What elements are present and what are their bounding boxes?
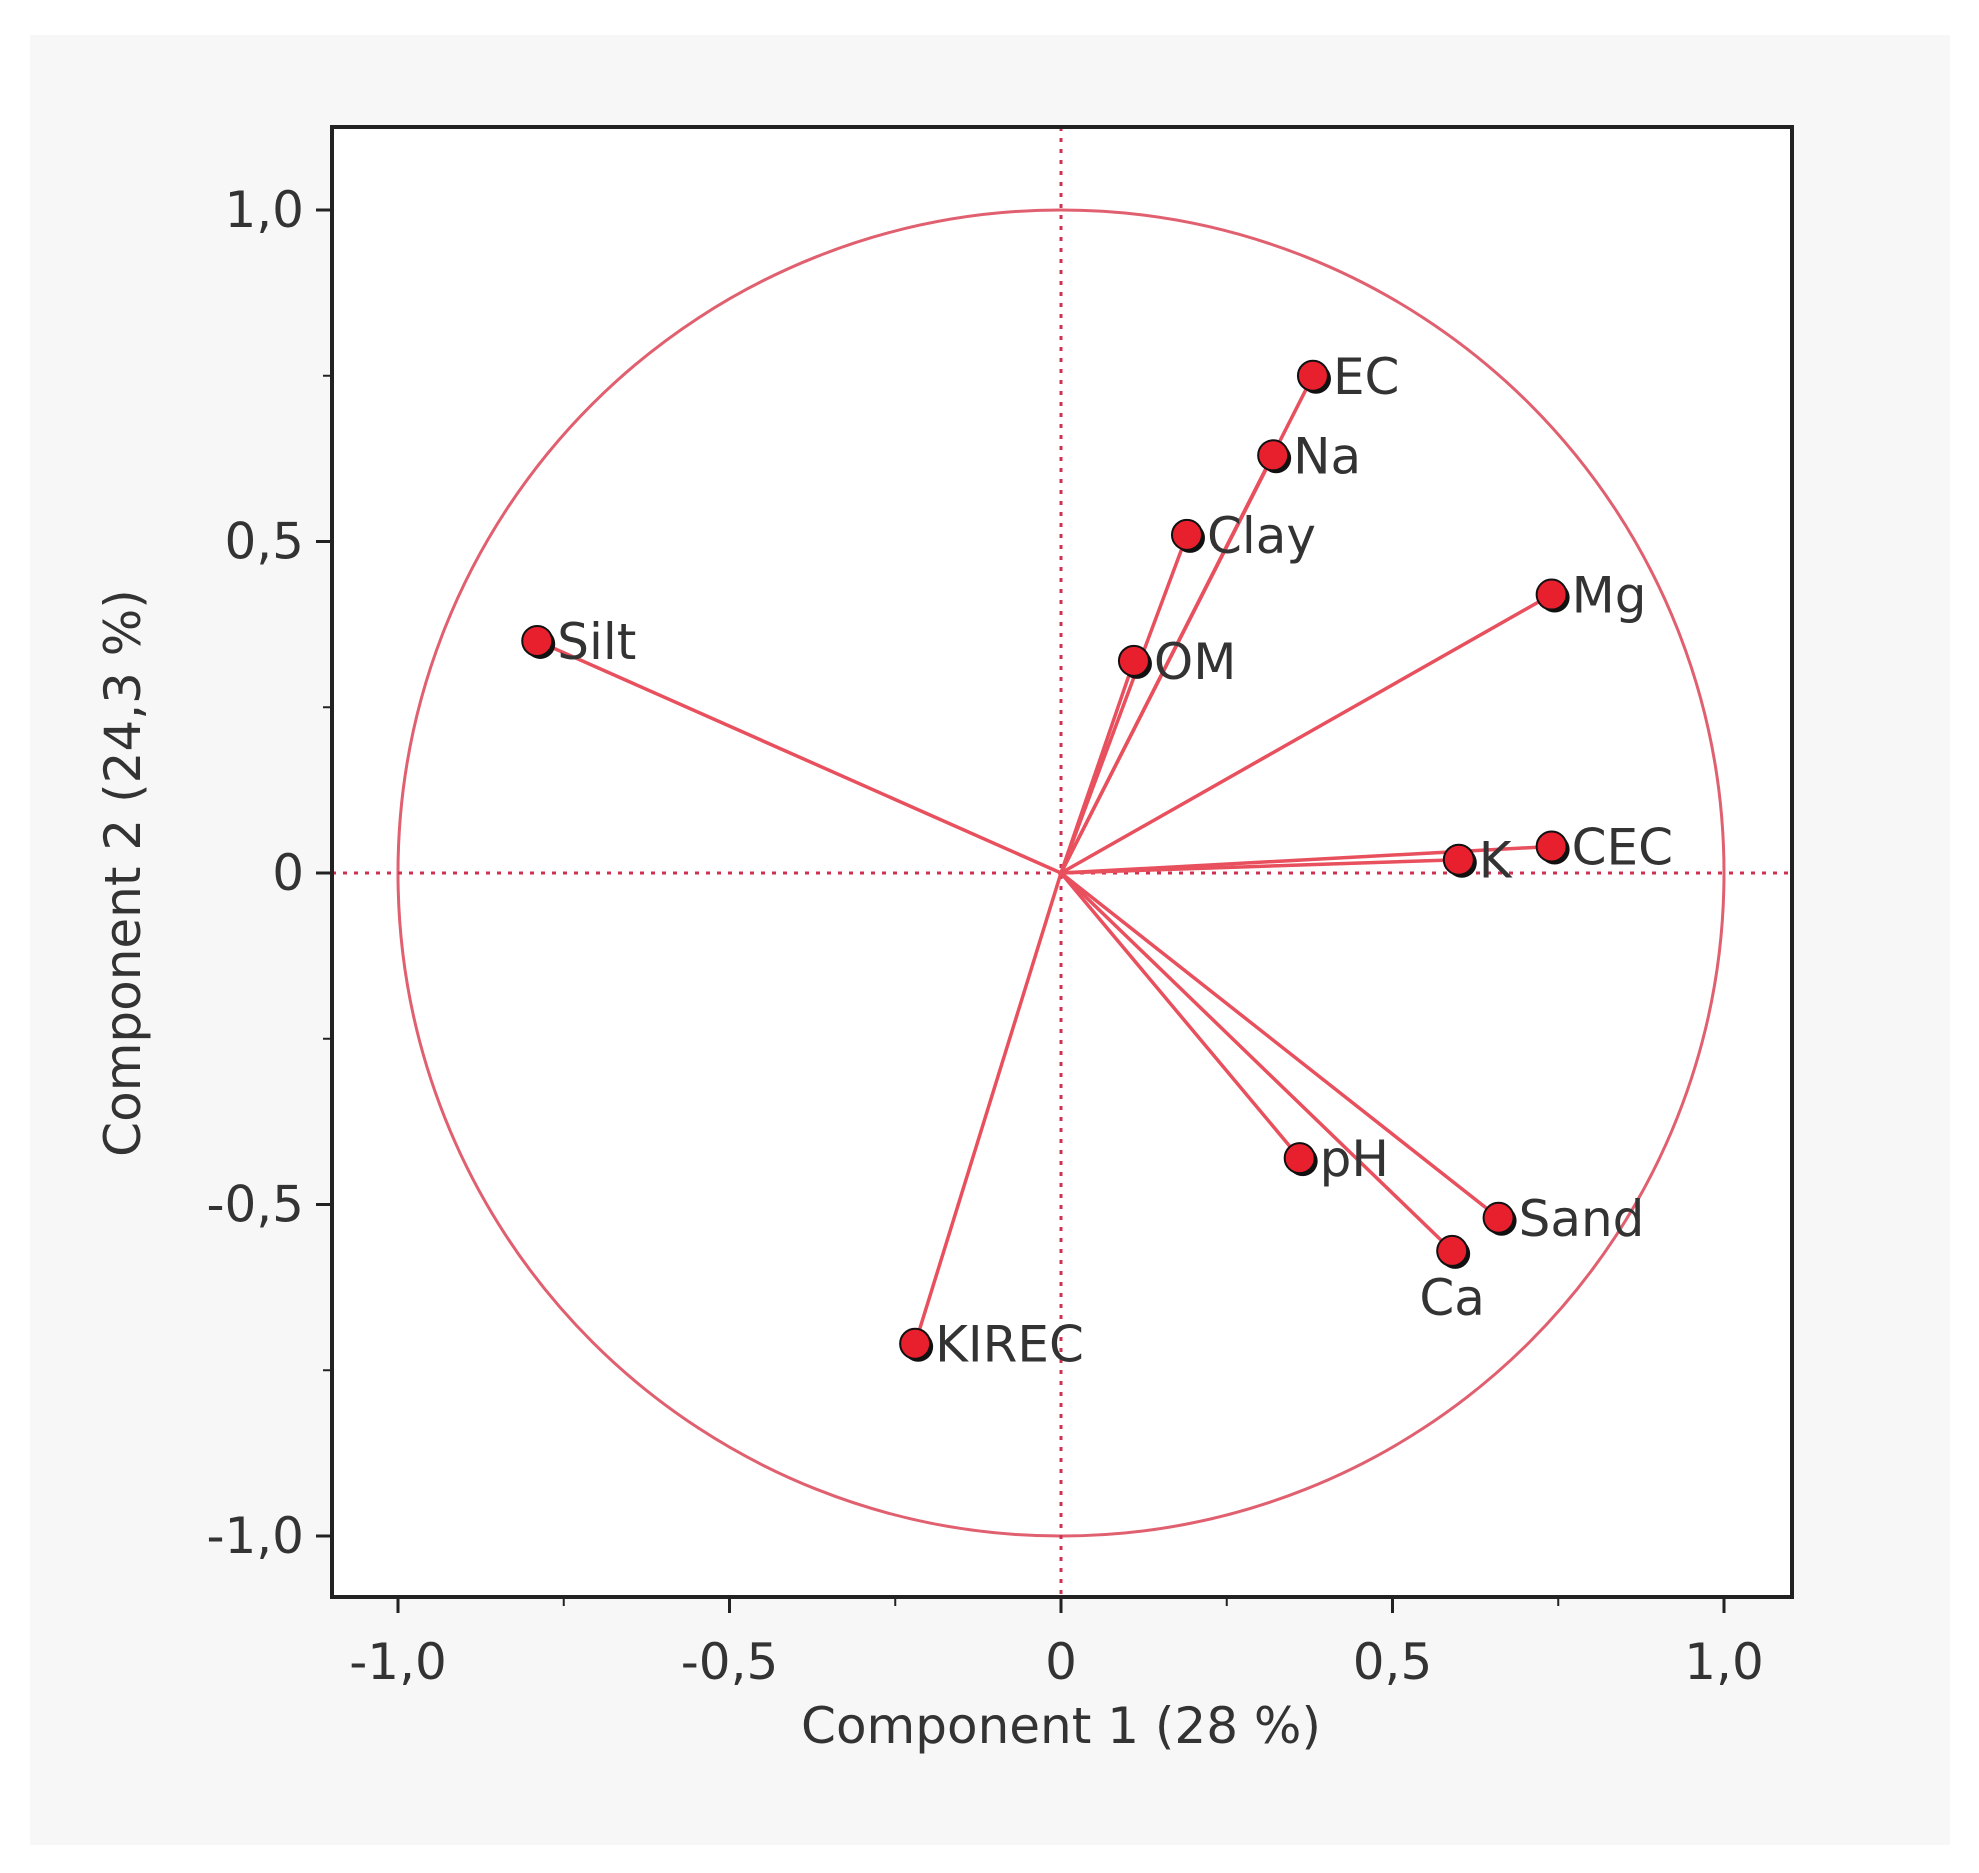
label-sand: Sand [1519, 1190, 1645, 1248]
label-ec: EC [1333, 348, 1400, 406]
label-mg: Mg [1572, 567, 1647, 625]
y-tick-label: 1,0 [224, 181, 304, 239]
x-tick-label: -0,5 [681, 1633, 779, 1691]
loading-vector-ph [1059, 871, 1302, 1160]
point-mg [1535, 578, 1568, 611]
point-kirec [899, 1327, 932, 1360]
point-sand [1482, 1201, 1515, 1234]
loading-vector-na [1059, 454, 1275, 874]
label-kirec: KIREC [935, 1316, 1084, 1374]
label-k: K [1479, 832, 1513, 890]
loading-vector-silt [536, 639, 1062, 875]
label-ph: pH [1320, 1130, 1389, 1188]
x-tick-label: -1,0 [349, 1633, 447, 1691]
y-tick-label: -0,5 [206, 1176, 304, 1234]
point-ph [1283, 1142, 1316, 1175]
point-ca [1436, 1234, 1469, 1267]
point-na [1257, 439, 1290, 472]
label-clay: Clay [1207, 507, 1316, 565]
x-axis-title: Component 1 (28 %) [801, 1697, 1321, 1755]
point-k [1442, 843, 1475, 876]
point-ec [1296, 359, 1329, 392]
x-tick-label: 1,0 [1684, 1633, 1764, 1691]
loading-vector-kirec [913, 872, 1063, 1345]
loading-vector-om [1059, 660, 1136, 874]
label-cec: CEC [1572, 818, 1673, 876]
point-clay [1170, 518, 1203, 551]
point-silt [521, 624, 554, 657]
label-om: OM [1154, 633, 1237, 691]
label-silt: Silt [557, 613, 636, 671]
y-tick-label: 0 [272, 844, 304, 902]
chart-panel: EC Na Clay OM Mg Silt K CEC pH Sand Ca KIREC -1,0 -0… [30, 35, 1950, 1845]
pca-loading-chart: EC Na Clay OM Mg Silt K CEC pH Sand Ca KIREC -1,0 -0… [94, 125, 1794, 1755]
axis-ticks: -1,0 -0,5 0 0,5 1,0 1,0 0,5 0 -0,5 -1,0 [206, 181, 1763, 1691]
point-cec [1535, 830, 1568, 863]
point-om [1117, 644, 1150, 677]
label-na: Na [1293, 427, 1361, 485]
x-tick-label: 0 [1045, 1633, 1077, 1691]
label-ca: Ca [1419, 1269, 1485, 1327]
y-tick-label: -1,0 [206, 1507, 304, 1565]
y-axis-title: Component 2 (24,3 %) [94, 589, 152, 1157]
x-tick-label: 0,5 [1353, 1633, 1433, 1691]
loading-vector-sand [1059, 871, 1500, 1220]
variable-labels: EC Na Clay OM Mg Silt K CEC pH Sand Ca KIREC [557, 348, 1673, 1374]
loading-points [521, 359, 1570, 1362]
loading-vector-mg [1060, 593, 1553, 875]
loading-vector-ca [1059, 871, 1454, 1253]
y-tick-label: 0,5 [224, 513, 304, 571]
